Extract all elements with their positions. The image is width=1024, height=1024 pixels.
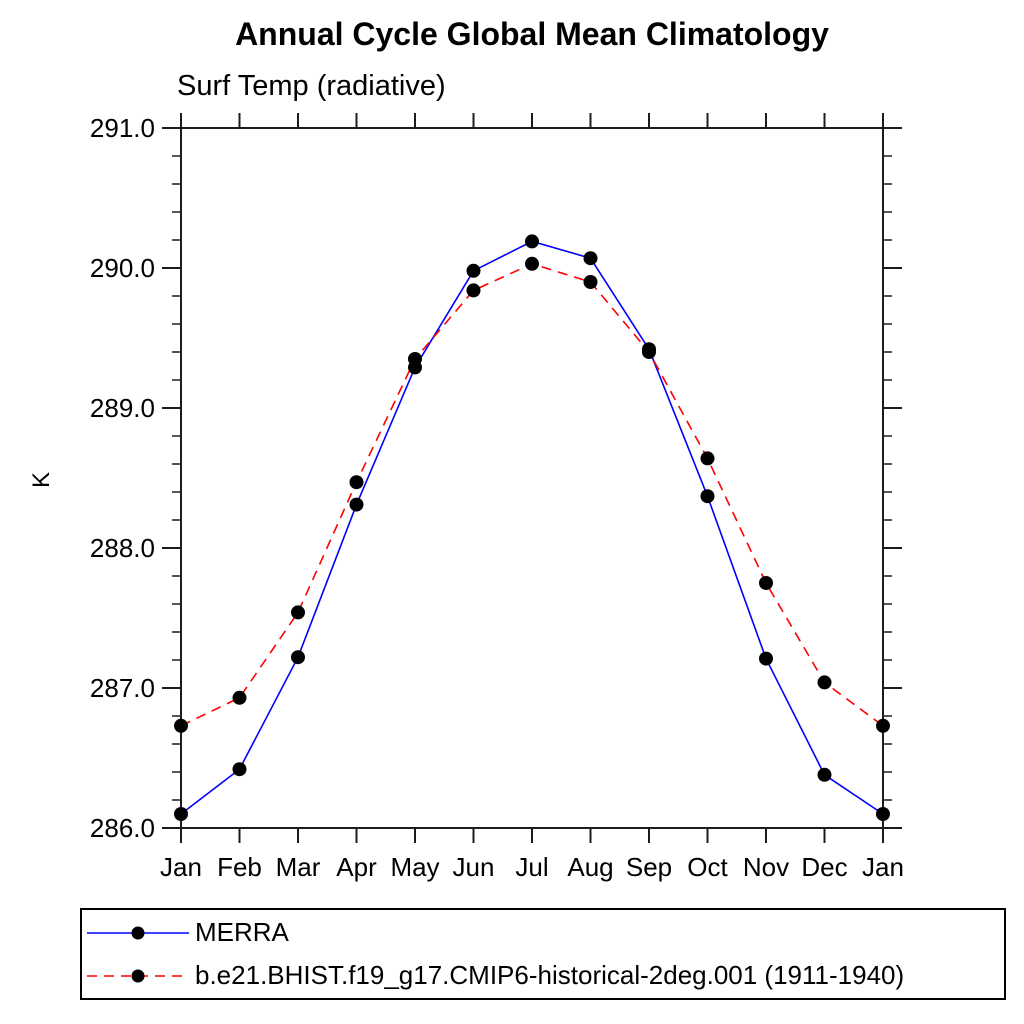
data-point-marker <box>174 718 188 733</box>
y-axis-label: K <box>28 471 56 489</box>
legend-label-merra: MERRA <box>195 917 289 947</box>
chart-title: Annual Cycle Global Mean Climatology <box>235 16 829 52</box>
x-tick-label: Mar <box>276 852 321 882</box>
data-point-marker <box>817 675 832 690</box>
x-tick-label: Apr <box>336 852 377 882</box>
chart-subtitle: Surf Temp (radiative) <box>177 70 446 102</box>
x-tick-label: Feb <box>217 852 262 882</box>
x-tick-label: Jun <box>453 852 495 882</box>
x-tick-label: Jul <box>515 852 548 882</box>
data-point-marker <box>642 345 656 359</box>
data-point-marker <box>232 762 247 777</box>
data-point-marker <box>876 718 890 733</box>
y-tick-label: 287.0 <box>90 673 155 703</box>
series-line-model <box>180 262 884 727</box>
legend-label-model: b.e21.BHIST.f19_g17.CMIP6-historical-2de… <box>195 960 905 990</box>
data-point-marker <box>349 497 364 512</box>
x-tick-label: Jan <box>160 852 202 882</box>
x-tick-label: Sep <box>626 852 672 882</box>
x-tick-label: Nov <box>743 852 789 882</box>
y-tick-label: 288.0 <box>90 533 155 563</box>
merra-line-sample <box>87 926 189 939</box>
plot-frame <box>180 127 884 829</box>
y-tick-label: 286.0 <box>90 813 155 843</box>
x-tick-label: Oct <box>687 852 728 882</box>
y-tick-label: 291.0 <box>90 113 155 143</box>
legend-sample-marker <box>131 926 145 939</box>
data-point-marker <box>232 690 247 705</box>
data-point-marker <box>759 651 773 666</box>
data-point-marker <box>408 352 422 366</box>
data-point-marker <box>700 489 715 504</box>
legend-sample-marker <box>131 969 145 982</box>
data-point-marker <box>291 605 305 620</box>
data-point-marker <box>759 576 773 590</box>
x-tick-label: Aug <box>567 852 613 882</box>
data-point-marker <box>174 807 188 821</box>
data-point-marker <box>291 650 305 665</box>
data-point-marker <box>525 256 539 271</box>
x-tick-label: May <box>390 852 439 882</box>
x-tick-label: Jan <box>862 852 904 882</box>
data-point-marker <box>876 807 890 821</box>
legend: MERRA b.e21.BHIST.f19_g17.CMIP6-historic… <box>80 908 1006 1000</box>
data-point-marker <box>700 451 715 466</box>
data-point-marker <box>466 263 481 278</box>
legend-item-merra: MERRA <box>87 911 1004 954</box>
y-tick-label: 290.0 <box>90 253 155 283</box>
data-point-marker <box>525 234 539 249</box>
data-point-marker <box>466 283 481 298</box>
data-point-marker <box>349 475 364 490</box>
data-point-marker <box>583 251 598 266</box>
data-point-marker <box>583 275 598 289</box>
x-tick-label: Dec <box>801 852 847 882</box>
legend-item-model: b.e21.BHIST.f19_g17.CMIP6-historical-2de… <box>87 954 1004 997</box>
series-line-merra <box>180 240 884 815</box>
y-tick-label: 289.0 <box>90 393 155 423</box>
data-point-marker <box>817 767 832 782</box>
model-line-sample <box>87 969 189 982</box>
